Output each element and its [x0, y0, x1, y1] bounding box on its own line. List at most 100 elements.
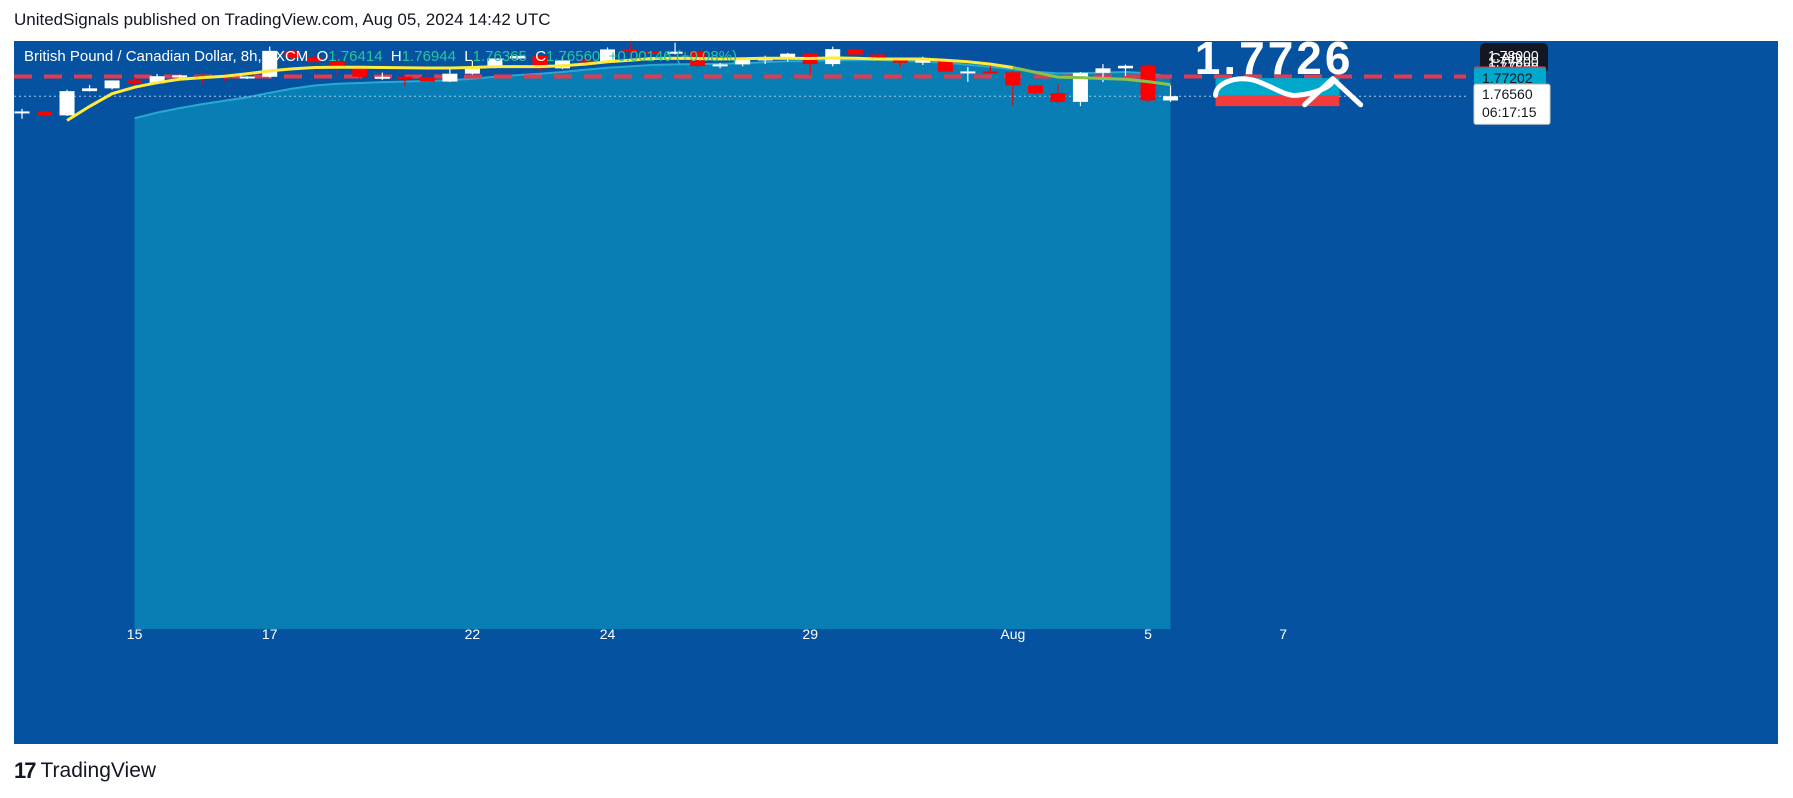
open-label: O [317, 48, 329, 65]
candle [239, 76, 255, 80]
candle [667, 42, 683, 55]
close-value: 1.76560 [546, 48, 609, 65]
candle-body [1050, 93, 1066, 102]
ohlc-header: British Pound / Canadian Dollar, 8h, FXC… [24, 48, 737, 65]
candle [104, 80, 120, 90]
candle [1027, 84, 1043, 96]
candle-body [960, 71, 976, 74]
ema-line-recent [1012, 66, 1171, 87]
candle-body [937, 60, 953, 72]
candle-body [1140, 66, 1156, 101]
footer-brand[interactable]: 17 TradingView [14, 758, 156, 784]
target-price-tag-bg [1474, 68, 1546, 89]
chart-pane[interactable]: 1.7726 British Pound / Canadian Dollar, 8… [14, 41, 1778, 744]
low-value: 1.76365 [473, 48, 536, 65]
candle [982, 65, 998, 74]
candle-body [1117, 65, 1133, 69]
candle [1163, 85, 1179, 102]
candle [847, 48, 863, 55]
candle-body [1072, 72, 1088, 102]
candle-body [1005, 72, 1021, 86]
ema-line [66, 56, 1014, 122]
candle-body [104, 80, 120, 89]
price-chart[interactable]: 1.7726 British Pound / Canadian Dollar, 8… [14, 41, 1778, 744]
candle-body [892, 59, 908, 63]
candle [307, 55, 323, 63]
candle [600, 47, 616, 63]
candle [1005, 71, 1021, 106]
candle [645, 51, 661, 54]
candle-body [127, 80, 143, 84]
y-tick-label: 1.78000 [1488, 48, 1539, 64]
candle-body [284, 50, 300, 58]
currency-badge-label: CAD [1490, 50, 1522, 67]
candle [735, 59, 751, 67]
target-price-tag-text: 1.77202 [1482, 70, 1533, 86]
x-tick-label: Aug [1000, 626, 1025, 642]
candle [59, 89, 75, 116]
candle-body [577, 60, 593, 63]
candle-body [847, 49, 863, 55]
candle-body [509, 55, 525, 59]
close-label: C [535, 48, 546, 65]
currency-badge[interactable]: CAD [1480, 43, 1548, 73]
x-tick-label: 17 [262, 626, 278, 642]
candle-body [1095, 68, 1111, 73]
projection-arrow-icon [1302, 76, 1364, 108]
x-tick-label: 15 [127, 626, 143, 642]
y-tick-label: 1.77800 [1488, 53, 1539, 69]
candle-body [329, 61, 345, 68]
candle-body [464, 67, 480, 74]
candle [1140, 63, 1156, 103]
candle [374, 72, 390, 80]
candle [442, 68, 458, 83]
candle-body [59, 91, 75, 116]
candle-body [622, 49, 638, 52]
candle-body [1027, 85, 1043, 94]
current-price-tag-bg [1473, 83, 1551, 125]
candle-body [419, 77, 435, 82]
currency-badge-bg [1480, 43, 1548, 73]
candle-body [870, 54, 886, 60]
candle-body [645, 51, 661, 54]
candle-body [735, 59, 751, 65]
candle [577, 55, 593, 63]
candle-body [397, 76, 413, 80]
candle-body [14, 111, 30, 114]
candle-body [82, 88, 98, 92]
candle [509, 55, 525, 60]
high-label: H [391, 48, 402, 65]
high-value: 1.76944 [402, 48, 465, 65]
chart-title: British Pound / Canadian Dollar, 8h, FXC… [24, 48, 317, 65]
candle [14, 108, 30, 119]
candle-body [172, 75, 188, 78]
candle-body [307, 57, 323, 63]
x-tick-label: 24 [600, 626, 616, 642]
candle-body [37, 111, 53, 116]
area-band-fill [134, 59, 1171, 629]
publisher-line: UnitedSignals published on TradingView.c… [14, 10, 551, 29]
candle-body [780, 53, 796, 59]
candle [82, 84, 98, 92]
candle [284, 49, 300, 60]
candle [37, 110, 53, 117]
x-tick-label: 5 [1144, 626, 1152, 642]
low-label: L [464, 48, 472, 65]
x-tick-label: 29 [802, 626, 818, 642]
candle-body [239, 76, 255, 79]
candle-body [1163, 96, 1179, 101]
candle-body [374, 76, 390, 79]
candle-body [982, 71, 998, 74]
candle [712, 62, 728, 69]
area-band-edge [134, 58, 1171, 120]
footer-brand-label: TradingView [40, 759, 157, 782]
open-value: 1.76414 [328, 48, 391, 65]
candle [1117, 64, 1133, 76]
candle-body [600, 49, 616, 62]
candle [397, 74, 413, 86]
candle-body [149, 76, 165, 84]
x-tick-label: 22 [465, 626, 481, 642]
x-tick-label: 7 [1279, 626, 1287, 642]
candle-body [487, 58, 503, 68]
change-value: +0.00146 (+0.08%) [609, 48, 737, 65]
